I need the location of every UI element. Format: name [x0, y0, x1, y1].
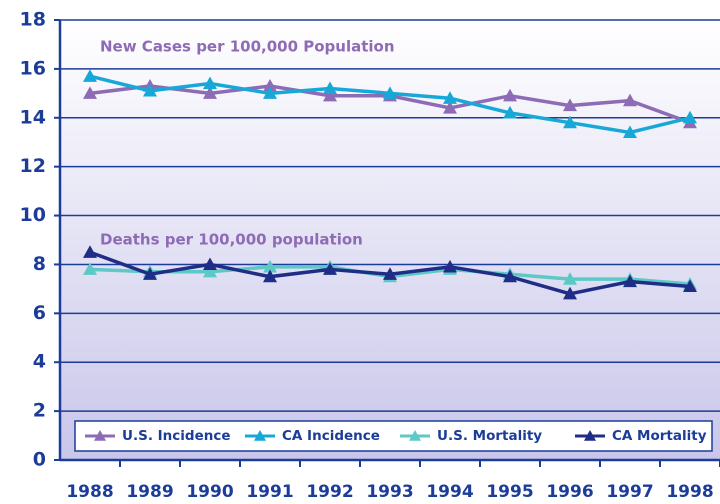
marker [203, 76, 217, 90]
x-tick-label: 1988 [66, 482, 113, 502]
marker [623, 93, 637, 107]
y-tick-label: 14 [20, 106, 46, 128]
marker [83, 86, 97, 99]
marker [443, 101, 457, 114]
y-tick-label: 16 [20, 57, 46, 79]
x-tick-label: 1995 [486, 482, 533, 502]
x-tick-label: 1991 [246, 482, 293, 502]
y-tick-label: 4 [33, 351, 46, 373]
annotation: Deaths per 100,000 population [100, 231, 363, 249]
marker [503, 88, 517, 102]
marker [203, 257, 217, 271]
marker [263, 269, 277, 283]
marker [323, 88, 337, 102]
legend-label: CA Incidence [282, 428, 380, 444]
marker [623, 274, 637, 288]
legend-marker [584, 430, 596, 441]
marker [503, 105, 517, 119]
marker [83, 245, 97, 258]
marker [143, 267, 157, 280]
x-tick-label: 1997 [606, 482, 653, 502]
marker [83, 262, 97, 275]
annotation: New Cases per 100,000 Population [100, 38, 395, 56]
legend-label: CA Mortality [612, 428, 707, 444]
y-tick-label: 6 [33, 302, 46, 324]
marker [563, 286, 577, 300]
marker [83, 69, 97, 82]
marker [203, 86, 217, 99]
legend-label: U.S. Incidence [122, 428, 231, 444]
y-tick-label: 12 [20, 155, 46, 177]
legend-box [74, 420, 713, 452]
x-tick-label: 1996 [546, 482, 593, 502]
x-tick-label: 1989 [126, 482, 173, 502]
marker [503, 269, 517, 283]
marker [383, 267, 397, 280]
y-tick-label: 8 [33, 253, 46, 275]
x-tick-label: 1994 [426, 482, 473, 502]
marker [143, 83, 157, 97]
marker [683, 110, 697, 124]
marker [443, 91, 457, 104]
marker [263, 79, 277, 92]
marker [563, 115, 577, 129]
y-tick-label: 0 [33, 449, 46, 471]
marker [263, 259, 277, 273]
marker [203, 264, 217, 278]
y-tick-label: 10 [20, 204, 46, 226]
marker [443, 259, 457, 273]
marker [563, 98, 577, 112]
marker [323, 262, 337, 275]
legend-marker [94, 430, 106, 441]
marker [263, 86, 277, 99]
x-tick-label: 1992 [306, 482, 353, 502]
legend-marker [254, 430, 266, 441]
marker [623, 125, 637, 139]
x-tick-label: 1993 [366, 482, 413, 502]
x-tick-label: 1998 [666, 482, 713, 502]
marker [383, 86, 397, 99]
marker [563, 272, 577, 285]
x-tick-label: 1990 [186, 482, 233, 502]
marker [683, 279, 697, 293]
legend-label: U.S. Mortality [437, 428, 542, 444]
legend-marker [409, 430, 421, 441]
y-tick-label: 18 [20, 9, 46, 31]
marker [323, 81, 337, 95]
y-tick-label: 2 [33, 400, 46, 422]
